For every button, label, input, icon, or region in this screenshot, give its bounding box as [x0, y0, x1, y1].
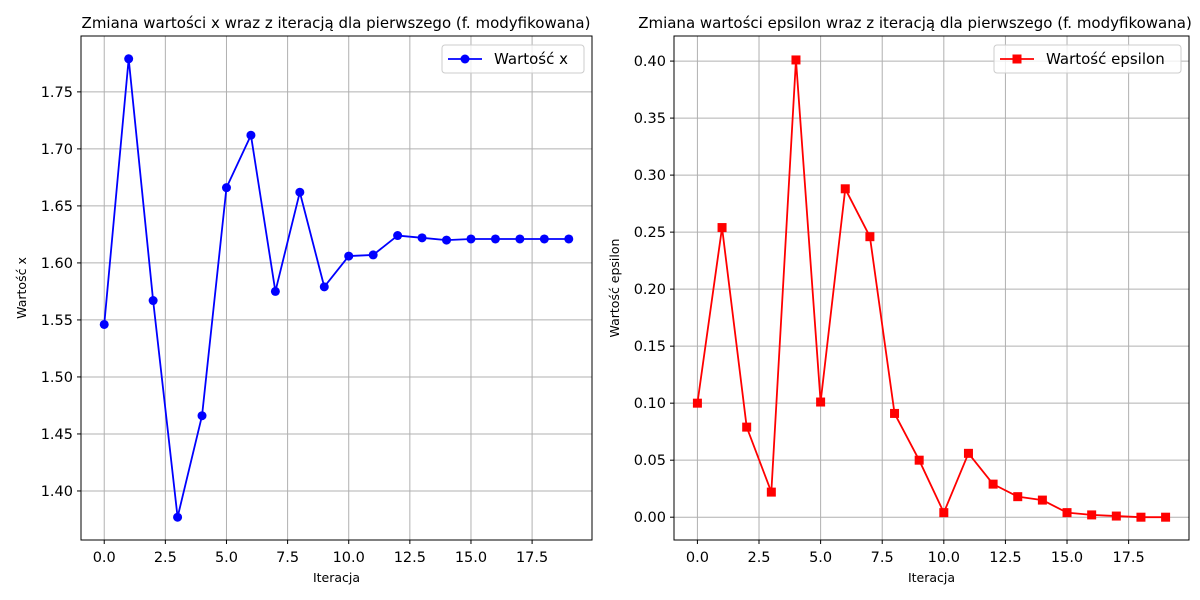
- data-point: [692, 398, 702, 408]
- data-point: [1087, 510, 1097, 520]
- legend-marker-shape: [460, 54, 470, 64]
- data-point: [890, 408, 900, 418]
- data-point: [319, 282, 329, 292]
- x-tick-label: 5.0: [215, 550, 238, 566]
- data-point: [246, 130, 256, 140]
- x-tick-label: 2.5: [747, 550, 770, 566]
- chart-x-value: 0.0 2.5 5.0 7.5 10.0 12.5 15.0 17.5 1.40 1.45 1.50…: [14, 14, 593, 585]
- data-point: [742, 422, 752, 432]
- data-point: [1013, 492, 1023, 502]
- data-point: [564, 234, 574, 244]
- y-tick-label: 1.45: [41, 427, 73, 443]
- x-tick-label: 0.0: [686, 550, 709, 566]
- legend: Wartość x: [441, 44, 585, 74]
- data-point: [1111, 511, 1121, 521]
- y-tick-label: 0.00: [634, 510, 666, 526]
- data-point: [442, 235, 452, 245]
- plot-frame: [673, 35, 1190, 541]
- x-axis-label: Iteracja: [908, 570, 955, 585]
- data-point: [515, 234, 525, 244]
- data-point: [865, 232, 875, 242]
- data-point: [270, 286, 280, 296]
- legend-box: [441, 44, 585, 74]
- x-tick-label: 17.5: [516, 550, 548, 566]
- y-tick-label: 1.60: [41, 256, 73, 272]
- y-tick-label: 1.70: [41, 142, 73, 158]
- y-tick-label: 0.20: [634, 282, 666, 298]
- y-tick-label: 0.05: [634, 453, 666, 469]
- legend-marker: [460, 54, 470, 64]
- data-point: [393, 231, 403, 241]
- legend: Wartość epsilon: [993, 44, 1182, 74]
- data-point: [490, 234, 500, 244]
- data-point: [197, 411, 207, 421]
- data-point: [1161, 512, 1171, 522]
- chart-title: Zmiana wartości epsilon wraz z iteracją …: [638, 14, 1192, 32]
- y-tick-label: 1.50: [41, 370, 73, 386]
- data-point: [939, 508, 949, 518]
- x-axis-label: Iteracja: [313, 570, 360, 585]
- legend-label: Wartość x: [494, 50, 568, 68]
- legend-label: Wartość epsilon: [1046, 50, 1165, 68]
- x-tick-label: 7.5: [871, 550, 894, 566]
- y-tick-label: 0.40: [634, 54, 666, 70]
- data-point: [173, 512, 183, 522]
- x-tick-label: 15.0: [455, 550, 487, 566]
- data-point: [1037, 495, 1047, 505]
- chart-title: Zmiana wartości x wraz z iteracją dla pi…: [82, 14, 591, 32]
- y-tick-label: 1.65: [41, 199, 73, 215]
- x-tick-label: 7.5: [276, 550, 299, 566]
- y-tick-label: 0.15: [634, 339, 666, 355]
- data-point: [417, 233, 427, 243]
- data-point: [840, 184, 850, 194]
- data-point: [717, 223, 727, 233]
- data-point: [791, 55, 801, 65]
- x-tick-label: 12.5: [989, 550, 1021, 566]
- data-point: [124, 54, 134, 64]
- y-axis-label: Wartość x: [14, 257, 29, 319]
- data-point: [295, 187, 305, 197]
- data-point: [368, 250, 378, 260]
- chart-epsilon-value: 0.0 2.5 5.0 7.5 10.0 12.5 15.0 17.5 0.00 0.05 0.10…: [607, 14, 1192, 585]
- data-point: [766, 487, 776, 497]
- data-point: [988, 479, 998, 489]
- y-tick-label: 1.40: [41, 484, 73, 500]
- data-point: [221, 183, 231, 193]
- y-axis-label: Wartość epsilon: [607, 239, 622, 338]
- plot-frame: [80, 35, 593, 541]
- data-point: [1062, 508, 1072, 518]
- data-point: [99, 319, 109, 329]
- y-tick-label: 0.10: [634, 396, 666, 412]
- data-point: [914, 455, 924, 465]
- x-tick-label: 12.5: [394, 550, 426, 566]
- x-tick-label: 17.5: [1112, 550, 1144, 566]
- y-tick-label: 1.75: [41, 85, 73, 101]
- legend-box: [993, 44, 1182, 74]
- x-tick-label: 0.0: [93, 550, 116, 566]
- data-point: [148, 296, 158, 306]
- data-point: [963, 448, 973, 458]
- y-tick-label: 0.35: [634, 111, 666, 127]
- data-point: [1136, 512, 1146, 522]
- x-tick-label: 10.0: [333, 550, 365, 566]
- data-point: [816, 397, 826, 407]
- y-tick-label: 0.25: [634, 225, 666, 241]
- x-tick-label: 5.0: [809, 550, 832, 566]
- legend-marker-shape: [1012, 54, 1022, 64]
- data-point: [466, 234, 476, 244]
- data-point: [344, 251, 354, 261]
- x-tick-label: 10.0: [928, 550, 960, 566]
- legend-marker: [1012, 54, 1022, 64]
- x-tick-label: 15.0: [1051, 550, 1083, 566]
- y-tick-label: 1.55: [41, 313, 73, 329]
- x-tick-label: 2.5: [154, 550, 177, 566]
- data-point: [539, 234, 549, 244]
- y-tick-label: 0.30: [634, 168, 666, 184]
